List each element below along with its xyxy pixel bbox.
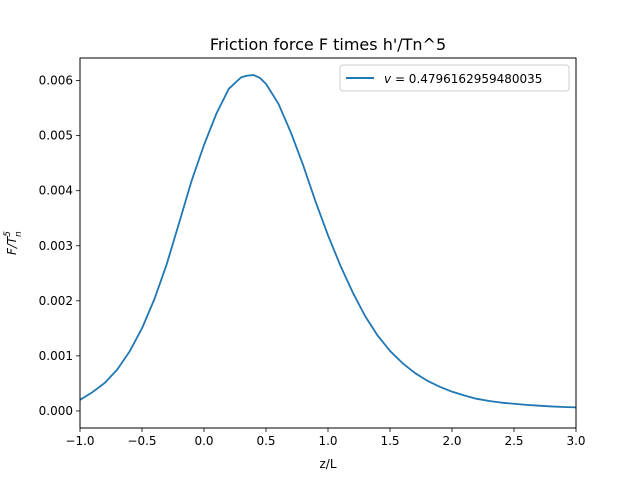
y-tick-label: 0.003: [39, 239, 73, 253]
x-tick-label: 1.5: [380, 434, 399, 448]
x-tick-label: 1.0: [318, 434, 337, 448]
y-axis-label: F/T5n: [3, 231, 24, 255]
x-tick-label: 2.0: [442, 434, 461, 448]
x-tick-label: −1.0: [65, 434, 94, 448]
x-tick-label: 3.0: [566, 434, 585, 448]
y-tick-label: 0.000: [39, 404, 73, 418]
x-axis-label: z/L: [319, 457, 336, 471]
legend-box: [339, 64, 570, 92]
x-tick-label: 2.5: [504, 434, 523, 448]
plot-frame: [79, 57, 577, 429]
x-tick-label: −0.5: [127, 434, 156, 448]
x-tick-label: 0.0: [194, 434, 213, 448]
legend-label: v = 0.4796162959480035: [384, 72, 542, 86]
y-tick-label: 0.005: [39, 129, 73, 143]
x-axis-ticks: −1.0 −0.5 0.0 0.5 1.0 1.5 2.0 2.5 3.0: [65, 428, 586, 448]
chart-title: Friction force F times h'/Tn^5: [210, 35, 446, 54]
legend-label-value: = 0.4796162959480035: [395, 72, 542, 86]
y-tick-label: 0.001: [39, 349, 73, 363]
y-tick-label: 0.004: [39, 184, 73, 198]
legend-label-symbol: v: [384, 72, 392, 86]
y-tick-label: 0.006: [39, 74, 73, 88]
series-line: [79, 74, 577, 409]
series-layer: [79, 74, 577, 409]
y-tick-label: 0.002: [39, 294, 73, 308]
y-axis-label-main: F/T: [5, 235, 19, 255]
x-tick-label: 0.5: [256, 434, 275, 448]
y-axis-label-subscript: n: [14, 231, 24, 237]
legend: v = 0.4796162959480035: [339, 64, 570, 92]
y-axis-label-superscript: 5: [3, 231, 13, 237]
y-axis-ticks: 0.000 0.001 0.002 0.003 0.004 0.005 0.006: [39, 74, 80, 418]
